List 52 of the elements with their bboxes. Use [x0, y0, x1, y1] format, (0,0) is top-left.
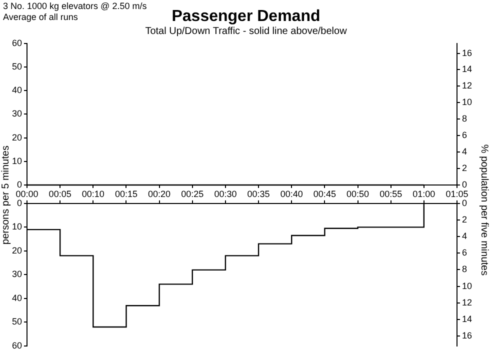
y-tick-label: 50: [12, 316, 22, 327]
y-tick-label: 30: [12, 269, 22, 280]
y2-tick-label: 8: [462, 114, 468, 124]
x-tick-label: 00:15: [114, 188, 138, 199]
y2-tick-label: 14: [462, 64, 472, 74]
y-tick-label: 10: [12, 156, 22, 166]
y2-tick-label: 16: [462, 330, 472, 341]
y-tick-label: 10: [12, 222, 22, 232]
y-tick-label: 40: [12, 292, 22, 303]
x-tick-label: 00:45: [313, 188, 336, 199]
y-tick-label: 20: [12, 245, 22, 256]
x-tick-label: 00:10: [82, 188, 104, 199]
y-axis-title: persons per 5 minutes: [0, 146, 12, 244]
y2-tick-label: 0: [462, 198, 468, 208]
y2-tick-label: 2: [462, 214, 468, 224]
y-tick-label: 40: [12, 85, 22, 96]
y-tick-label: 30: [12, 108, 22, 119]
x-tick-label: 00:00: [16, 188, 38, 199]
y2-tick-label: 2: [462, 163, 468, 174]
y2-tick-label: 8: [462, 264, 468, 274]
y2-tick-label: 6: [462, 130, 468, 140]
x-tick-label: 00:40: [280, 188, 303, 199]
x-tick-label: 01:00: [412, 188, 436, 199]
y-tick-label: 0: [16, 179, 22, 190]
x-tick-label: 01:05: [446, 188, 468, 199]
y2-tick-label: 6: [462, 248, 468, 258]
x-tick-label: 00:50: [346, 188, 370, 199]
y-tick-label: 20: [12, 132, 22, 142]
chart-subtitle: Total Up/Down Traffic - solid line above/below: [144, 26, 348, 37]
y-tick-label: 0: [16, 198, 22, 208]
y2-tick-label: 10: [462, 97, 472, 108]
y2-tick-label: 0: [462, 179, 468, 190]
y2-tick-label: 12: [462, 80, 472, 91]
y2-tick-label: 4: [462, 146, 468, 157]
y-tick-label: 50: [12, 61, 22, 72]
text: 3 No. 1000 kg elevators @ 2.50 m/s: [3, 1, 147, 11]
y2-tick-label: 10: [462, 280, 472, 291]
x-tick-label: 00:25: [181, 188, 204, 199]
x-tick-label: 00:55: [380, 188, 402, 199]
y2-tick-label: 12: [462, 297, 472, 308]
chart-title: Passenger Demand: [172, 8, 320, 25]
y2-tick-label: 16: [462, 48, 472, 58]
x-tick-label: 00:30: [214, 188, 237, 199]
y-tick-label: 60: [12, 38, 22, 48]
text: Average of all runs: [3, 12, 78, 22]
x-tick-label: 00:05: [48, 188, 72, 199]
y2-tick-label: 14: [462, 314, 472, 324]
y-tick-label: 60: [12, 340, 22, 350]
x-tick-label: 00:20: [148, 188, 171, 199]
x-tick-label: 00:35: [247, 188, 270, 199]
y2-tick-label: 4: [462, 231, 468, 242]
y2-axis-title: % population per five minutes: [478, 144, 490, 276]
